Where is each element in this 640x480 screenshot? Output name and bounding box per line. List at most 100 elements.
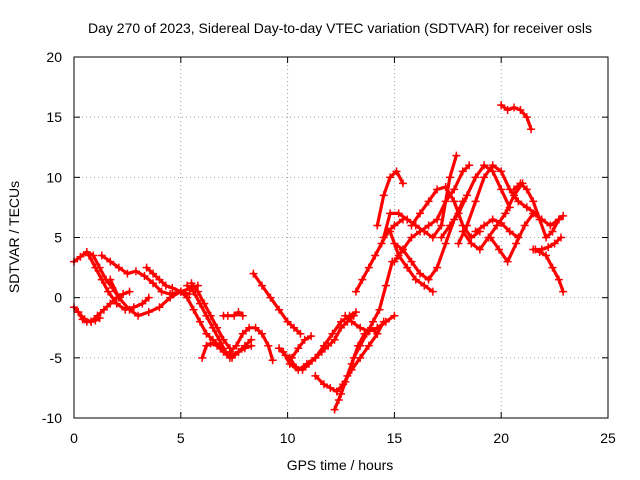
data-point-marker [377, 239, 386, 248]
data-point-marker [497, 219, 506, 228]
data-point-marker [206, 339, 215, 348]
data-point-marker [332, 387, 341, 396]
data-point-marker [193, 287, 202, 296]
data-point-marker [324, 341, 333, 350]
data-point-marker [287, 353, 296, 362]
data-point-marker [330, 405, 339, 414]
data-point-marker [337, 323, 345, 332]
data-point-marker [416, 209, 425, 218]
data-point-marker [292, 363, 301, 372]
data-point-marker [232, 341, 241, 350]
series-track-33 [510, 179, 563, 242]
data-point-marker [347, 317, 356, 326]
data-point-marker [106, 275, 115, 284]
data-point-marker [554, 215, 563, 224]
data-point-marker [257, 329, 266, 338]
data-point-marker [548, 263, 557, 272]
y-tick-label: -5 [50, 350, 63, 366]
data-point-marker [381, 317, 390, 326]
data-point-marker [480, 173, 489, 182]
series-track-36 [497, 101, 536, 134]
data-point-marker [416, 227, 425, 236]
data-point-marker [386, 173, 395, 182]
series-track-17 [275, 332, 316, 362]
data-point-marker [119, 290, 128, 299]
data-point-marker [454, 239, 463, 248]
x-tick-label: 5 [177, 430, 185, 446]
series-track-27 [386, 227, 437, 296]
data-point-marker [437, 233, 446, 242]
data-point-marker [550, 239, 559, 248]
series-line [456, 163, 538, 246]
data-point-marker [354, 341, 363, 350]
data-point-marker [225, 347, 234, 356]
data-point-marker [134, 311, 143, 320]
data-point-marker [76, 252, 85, 261]
data-point-marker [319, 380, 328, 389]
data-point-marker [375, 305, 384, 314]
data-point-marker [97, 251, 106, 260]
data-point-marker [74, 308, 83, 317]
series-line [474, 217, 520, 240]
data-point-marker [386, 227, 395, 236]
data-point-marker [546, 221, 555, 230]
data-point-marker [454, 209, 463, 218]
data-point-marker [437, 221, 446, 230]
data-point-marker [450, 185, 459, 194]
data-point-marker [424, 197, 433, 206]
data-point-marker [548, 227, 557, 236]
data-point-marker [123, 269, 132, 278]
data-point-marker [144, 293, 153, 302]
data-point-marker [486, 233, 495, 242]
data-point-marker [441, 197, 450, 206]
data-point-marker [202, 341, 211, 350]
data-point-marker [298, 365, 307, 374]
data-point-marker [238, 311, 247, 320]
series-line [337, 326, 379, 402]
series-track-26 [390, 197, 467, 284]
data-point-marker [106, 257, 115, 266]
data-point-marker [266, 293, 275, 302]
data-series [70, 101, 568, 414]
data-point-marker [290, 323, 299, 332]
data-point-marker [480, 221, 489, 230]
data-point-marker [458, 227, 467, 236]
data-point-marker [471, 173, 480, 182]
series-track-23 [373, 167, 407, 230]
plot-frame [73, 56, 609, 419]
data-point-marker [522, 203, 531, 212]
data-point-marker [394, 209, 403, 218]
data-point-marker [364, 341, 373, 350]
series-track-10 [187, 279, 234, 353]
data-point-marker [557, 233, 566, 242]
data-point-marker [364, 327, 373, 336]
data-point-marker [257, 281, 266, 290]
data-point-marker [219, 335, 228, 344]
data-point-marker [386, 209, 395, 218]
data-point-marker [155, 275, 164, 284]
series-line [512, 181, 561, 240]
data-point-marker [349, 311, 358, 320]
data-point-marker [488, 215, 497, 224]
data-point-marker [495, 245, 504, 254]
data-point-marker [381, 281, 390, 290]
series-line [488, 211, 565, 264]
data-point-marker [234, 308, 243, 317]
data-point-marker [424, 221, 433, 230]
data-point-marker [371, 251, 380, 260]
data-point-marker [183, 293, 192, 302]
data-point-marker [505, 227, 514, 236]
data-point-marker [326, 383, 335, 392]
data-point-marker [142, 263, 151, 272]
data-point-marker [99, 305, 108, 314]
data-point-marker [144, 308, 153, 317]
data-point-marker [200, 299, 209, 308]
data-point-marker [155, 303, 164, 312]
data-point-marker [475, 245, 484, 254]
data-point-marker [268, 356, 277, 365]
data-point-marker [390, 257, 399, 266]
series-track-22 [351, 215, 407, 296]
data-point-marker [554, 275, 563, 284]
data-point-marker [264, 341, 273, 350]
data-point-marker [501, 209, 510, 218]
